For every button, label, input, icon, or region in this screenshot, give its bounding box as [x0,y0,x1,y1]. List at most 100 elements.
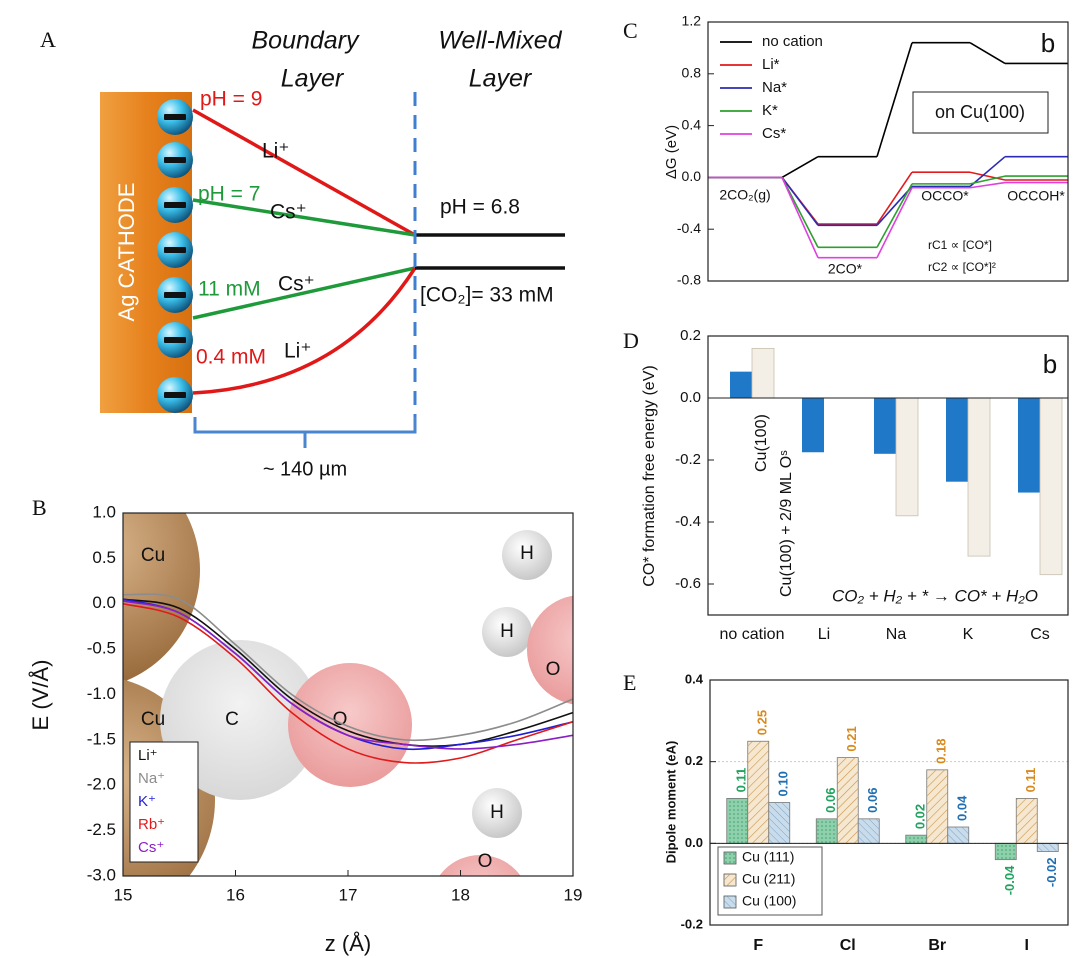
y-tick-label: -2.0 [87,775,116,794]
y-tick-label: 0.2 [685,753,703,768]
diagram-label: pH = 6.8 [440,196,520,219]
hatch [837,757,859,844]
value-label: -0.04 [1002,865,1017,895]
y-tick-label: 0.0 [92,593,116,612]
connector [876,42,913,157]
atom-label: O [478,851,493,872]
connector [781,155,819,179]
plot-frame [122,512,574,877]
bar [730,371,752,398]
ion-minus [164,337,186,343]
atom [527,595,573,705]
hatch [995,843,1017,860]
panel-label: D [623,328,639,353]
state-label: OCCO* [921,188,969,204]
x-tick-label: no cation [720,626,785,643]
legend-entry: Cs* [762,125,786,142]
legend-entry: Cu (100) [742,893,796,909]
profile [192,108,416,237]
x-tick-label: Cs [1030,626,1050,643]
connector [969,175,1006,185]
ion-minus [164,157,186,163]
value-label: 0.18 [934,739,949,764]
legend-entry: K* [762,102,778,119]
diagram-label: pH = 9 [200,88,262,111]
value-label: 0.11 [1023,768,1038,793]
atom [482,607,532,657]
annotation: rC1 ∝ [CO*] [928,238,992,252]
hatch [724,852,736,864]
bar [1018,398,1040,493]
atom [502,530,552,580]
connector [969,156,1006,188]
y-tick-label: 0.0 [682,168,702,184]
hatch [947,827,969,844]
legend-entry: Cu(100) + 2/9 ML Oˢ [778,450,795,597]
atom [123,513,200,683]
legend-entry: Li⁺ [138,747,158,764]
legend-entry: Rb⁺ [138,816,165,833]
ion-minus [164,202,186,208]
profile [192,267,417,395]
hatch [858,818,880,844]
x-tick-label: Cl [840,937,856,954]
bar [1039,397,1063,576]
annotation: CO₂ + H₂ + * → CO* + H₂O [832,586,1038,605]
y-tick-label: 1.0 [92,502,116,521]
y-axis-title: Dipole moment (eA) [663,741,678,864]
annotation: on Cu(100) [935,102,1025,122]
y-tick-label: 0.5 [92,548,116,567]
y-tick-label: -0.8 [677,272,701,288]
ion-minus [164,247,186,253]
hatch [816,818,838,844]
value-label: -0.02 [1044,858,1059,888]
bar [874,398,896,454]
x-tick-label: F [753,937,763,954]
y-tick-label: 0.0 [680,389,701,406]
connector [876,187,913,259]
value-label: 0.04 [955,795,970,821]
state-label: 2CO* [828,261,863,277]
series-line [122,598,574,747]
legend-entry: Cu (111) [742,849,794,865]
y-axis-title: CO* formation free energy (eV) [641,365,658,586]
bar [946,398,968,482]
legend-entry: Li* [762,56,780,73]
x-tick-label: Br [928,937,946,954]
diagram-label: pH = 7 [198,183,260,206]
connector [876,183,913,248]
plot-frame [707,335,1069,616]
legend-entry: Na⁺ [138,770,165,787]
bar [967,397,991,557]
panel-label: B [32,495,47,520]
x-tick-label: 15 [114,885,133,904]
x-tick-label: Na [886,626,907,643]
y-tick-label: -0.2 [675,451,701,468]
x-tick-label: 18 [451,885,470,904]
profile [192,198,416,237]
connector [969,181,1006,189]
plot-frame [707,21,1069,282]
x-tick-label: K [963,626,974,643]
annotation: rC2 ∝ [CO*]² [928,260,996,274]
diagram-label: 0.4 mM [196,346,266,369]
hatch [724,874,736,886]
hatch [724,896,736,908]
atom [160,640,320,800]
atom [288,663,412,787]
bar [751,347,775,399]
y-tick-label: -0.6 [675,575,701,592]
ion-minus [164,292,186,298]
atom-label: Cu [141,545,165,566]
y-tick-label: 0.0 [685,835,703,850]
value-label: 0.10 [776,771,791,796]
value-label: 0.11 [734,768,749,793]
panel-label: A [40,27,56,52]
layer-title: Boundary [251,27,360,55]
y-tick-label: -1.0 [87,684,116,703]
value-label: 0.06 [823,788,838,813]
x-tick-label: 16 [226,885,245,904]
atom-label: H [500,621,514,642]
